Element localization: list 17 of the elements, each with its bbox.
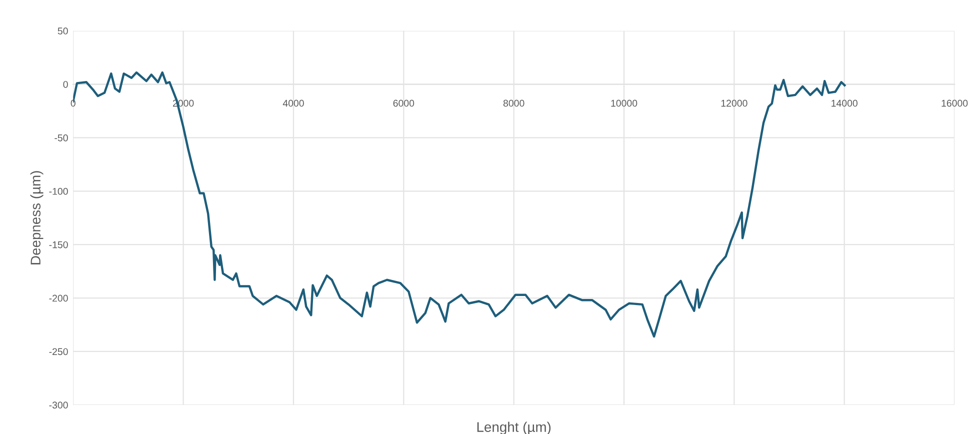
y-tick-label: 50	[58, 28, 68, 34]
y-tick-label: -100	[49, 188, 68, 195]
x-tick-label: 8000	[503, 100, 524, 107]
y-tick-label: -50	[54, 134, 68, 142]
x-tick-label: 6000	[393, 100, 414, 107]
y-tick-label: -150	[49, 241, 68, 248]
x-tick-label: 14000	[832, 100, 858, 107]
y-tick-label: -200	[49, 294, 68, 302]
y-tick-label: 0	[63, 80, 68, 88]
y-axis-title: Deepness (µm)	[30, 171, 44, 264]
y-tick-label: -250	[49, 348, 68, 356]
x-tick-label: 12000	[721, 100, 748, 107]
x-tick-label: 10000	[611, 100, 638, 107]
y-tick-label: -300	[49, 402, 68, 409]
x-tick-label: 0	[70, 100, 76, 107]
x-tick-label: 4000	[282, 100, 304, 107]
x-tick-label: 16000	[942, 100, 968, 107]
